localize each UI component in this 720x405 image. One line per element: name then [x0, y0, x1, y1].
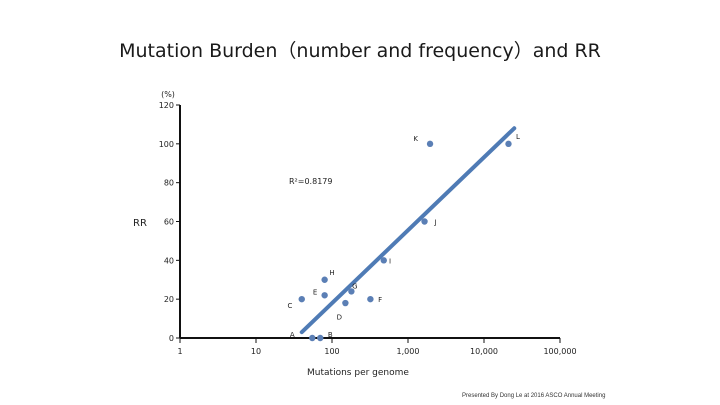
- y-tick-label: 20: [164, 295, 174, 304]
- point-label: J: [433, 219, 436, 227]
- y-axis-title: RR: [133, 218, 147, 229]
- data-point: [298, 295, 305, 303]
- x-tick-label: 100: [324, 347, 339, 356]
- trendline: [299, 126, 517, 335]
- data-point: [321, 292, 328, 299]
- data-point: [380, 257, 387, 264]
- data-point: [505, 140, 512, 148]
- point-label: C: [288, 302, 293, 310]
- data-point: [321, 276, 328, 283]
- presenter-credit: Presented By Dong Le at 2016 ASCO Annual…: [462, 393, 606, 399]
- y-tick-label: 80: [164, 179, 174, 188]
- x-tick-label: 1,000: [397, 347, 420, 356]
- x-tick-label: 1: [177, 347, 182, 356]
- y-tick-label: 120: [159, 101, 174, 110]
- y-tick-label: 100: [159, 140, 174, 149]
- point-label: D: [337, 314, 342, 322]
- point-label: E: [313, 288, 317, 296]
- data-point: [309, 334, 316, 342]
- point-label: G: [352, 283, 357, 291]
- data-point: [421, 218, 428, 225]
- data-point: [348, 288, 355, 295]
- x-tick-label: 100,000: [543, 347, 576, 356]
- point-label: I: [389, 257, 391, 265]
- y-axis-unit: (%): [161, 90, 175, 99]
- point-label: B: [328, 331, 333, 339]
- point-label: A: [290, 331, 295, 339]
- y-tick-label: 60: [164, 218, 174, 227]
- y-tick-label: 0: [169, 334, 174, 343]
- data-point: [317, 334, 324, 342]
- data-point: [342, 299, 349, 307]
- point-label: K: [413, 135, 418, 143]
- x-axis-title: Mutations per genome: [307, 368, 409, 378]
- r-squared-annotation: R²=0.8179: [289, 177, 332, 186]
- slide-title: Mutation Burden（number and frequency）and…: [119, 40, 601, 62]
- y-tick-label: 40: [164, 256, 174, 265]
- data-point: [426, 140, 434, 148]
- x-tick-label: 10: [251, 347, 261, 356]
- x-tick-label: 10,000: [470, 347, 498, 356]
- data-point: [367, 295, 374, 303]
- point-label: H: [329, 269, 334, 277]
- point-label: F: [378, 296, 382, 304]
- point-label: L: [516, 133, 520, 141]
